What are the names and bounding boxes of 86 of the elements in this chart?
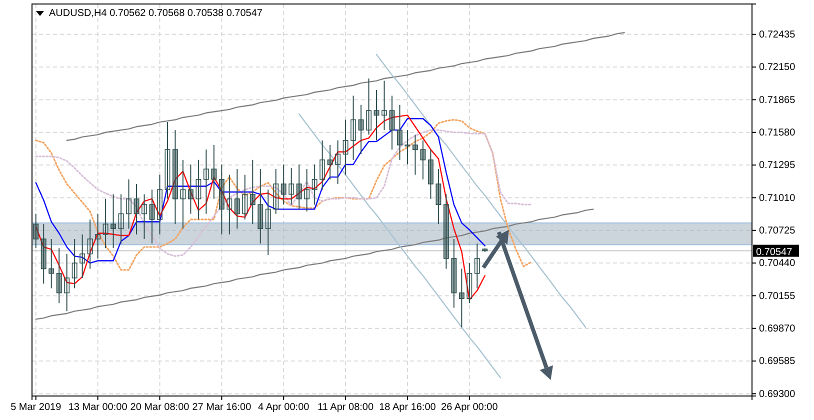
candlestick bbox=[288, 167, 294, 206]
candlestick bbox=[196, 159, 202, 220]
y-tick-label: 0.72150 bbox=[759, 62, 796, 74]
candlestick bbox=[234, 168, 240, 230]
x-tick-label: 20 Mar 08:00 bbox=[130, 402, 190, 414]
candlestick bbox=[102, 198, 108, 249]
candlestick bbox=[327, 144, 333, 180]
y-tick-label: 0.69585 bbox=[759, 356, 796, 368]
candlestick bbox=[342, 119, 348, 176]
candlestick bbox=[350, 95, 356, 160]
candlestick bbox=[428, 149, 434, 200]
candlestick bbox=[226, 174, 232, 235]
candlestick bbox=[374, 89, 380, 141]
candlestick bbox=[80, 234, 86, 278]
candlestick bbox=[95, 213, 101, 259]
candlestick bbox=[203, 149, 209, 214]
candlestick bbox=[211, 144, 217, 200]
y-tick-label: 0.70155 bbox=[759, 290, 796, 302]
x-tick-label: 4 Apr 00:00 bbox=[258, 402, 310, 414]
candlestick bbox=[142, 194, 147, 240]
line-series bbox=[35, 129, 532, 257]
candlestick bbox=[443, 194, 449, 270]
candlestick bbox=[48, 238, 54, 289]
candlestick bbox=[358, 104, 364, 155]
y-tick-label: 0.71010 bbox=[759, 192, 796, 204]
x-tick-label: 27 Mar 16:00 bbox=[192, 402, 252, 414]
candlestick bbox=[404, 130, 410, 165]
candlestick bbox=[382, 80, 387, 131]
candlestick bbox=[265, 189, 271, 256]
candlestick bbox=[420, 140, 426, 180]
x-tick-label: 13 Mar 00:00 bbox=[68, 402, 128, 414]
candlestick bbox=[296, 164, 302, 210]
y-tick-label: 0.70725 bbox=[759, 226, 796, 237]
candlestick bbox=[280, 164, 286, 206]
line-series bbox=[35, 208, 594, 320]
chart-title: AUDUSD,H4 0.70562 0.70568 0.70538 0.70547 bbox=[49, 8, 263, 19]
candlestick bbox=[157, 174, 162, 235]
candlestick bbox=[366, 78, 372, 136]
candlestick bbox=[188, 164, 194, 214]
candlestick bbox=[451, 238, 457, 308]
y-tick-label: 0.71580 bbox=[759, 128, 796, 139]
candlestick bbox=[164, 122, 170, 200]
candlestick bbox=[335, 140, 341, 184]
candlestick bbox=[273, 168, 279, 214]
ref-line-label: 0.70547 bbox=[756, 246, 793, 258]
candlestick bbox=[40, 224, 46, 284]
candlestick bbox=[304, 168, 310, 212]
candlestick bbox=[72, 238, 78, 289]
line-series bbox=[376, 54, 586, 328]
candlestick bbox=[389, 95, 395, 150]
y-tick-label: 0.72435 bbox=[759, 30, 796, 41]
candlestick bbox=[412, 134, 418, 176]
candlestick bbox=[474, 243, 480, 289]
candlestick bbox=[134, 183, 140, 235]
candlestick bbox=[458, 268, 464, 328]
candlestick bbox=[258, 168, 264, 244]
candlestick bbox=[320, 140, 326, 190]
candlestick bbox=[118, 194, 124, 244]
candlestick bbox=[149, 189, 155, 244]
candlestick bbox=[436, 168, 442, 225]
candlestick bbox=[56, 248, 62, 304]
y-tick-label: 0.69870 bbox=[759, 324, 796, 335]
line-series bbox=[298, 113, 501, 378]
x-tick-label: 26 Apr 00:00 bbox=[441, 402, 498, 414]
candlestick bbox=[33, 213, 39, 249]
line-series bbox=[66, 32, 625, 141]
y-tick-label: 0.69300 bbox=[759, 388, 796, 400]
candlestick bbox=[180, 159, 186, 230]
candlestick bbox=[250, 159, 256, 225]
candlestick bbox=[172, 130, 178, 225]
x-tick-label: 18 Apr 16:00 bbox=[379, 402, 436, 414]
y-tick-label: 0.71865 bbox=[759, 94, 796, 106]
candlestick bbox=[64, 253, 70, 312]
candlestick bbox=[397, 104, 402, 160]
candlestick bbox=[218, 164, 224, 235]
candlestick bbox=[312, 164, 318, 206]
x-tick-label: 11 Apr 08:00 bbox=[318, 402, 374, 414]
candlestick bbox=[87, 218, 93, 270]
candlestick bbox=[110, 194, 116, 249]
y-tick-label: 0.70440 bbox=[759, 258, 796, 270]
y-tick-label: 0.71295 bbox=[759, 160, 796, 172]
candlestick bbox=[466, 262, 472, 304]
candlestick bbox=[482, 248, 488, 252]
candlestick bbox=[126, 178, 132, 230]
candlestick bbox=[242, 174, 248, 220]
x-tick-label: 5 Mar 2019 bbox=[10, 402, 62, 414]
